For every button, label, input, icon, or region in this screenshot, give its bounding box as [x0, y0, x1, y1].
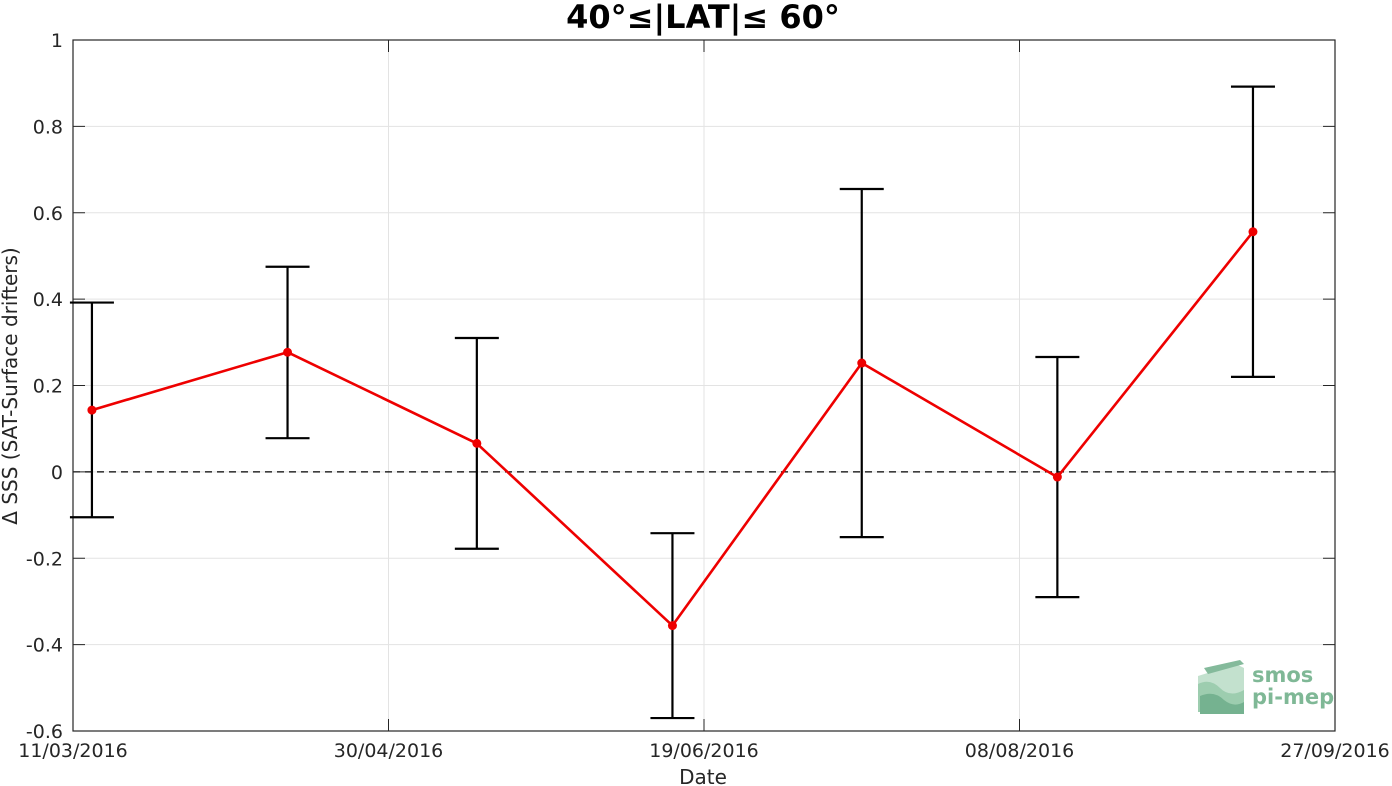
data-point: [283, 347, 293, 357]
y-tick-label: -0.6: [26, 721, 63, 743]
grid-lines: [73, 40, 1335, 731]
x-tick-label: 27/09/2016: [1280, 740, 1390, 762]
y-tick-label: 1: [51, 30, 63, 52]
tick-marks: [72, 39, 1336, 732]
y-tick-label: -0.4: [26, 635, 63, 657]
y-tick-label: 0.6: [33, 203, 63, 225]
smos-pi-mep-logo: smos pi-mep: [1198, 660, 1334, 714]
y-tick-label: 0.2: [33, 376, 63, 398]
tick-labels: 1 0.8 0.6 0.4 0.2 0 -0.2 -0.4 -0.611/03/2016 30/0…: [18, 30, 1390, 762]
data-point: [667, 621, 677, 631]
data-point: [87, 405, 97, 415]
y-tick-label: 0.4: [33, 289, 63, 311]
logo-text-smos: smos: [1252, 663, 1313, 687]
x-axis-title: Date: [679, 765, 727, 786]
data-series: [87, 227, 1258, 631]
x-tick-label: 30/04/2016: [334, 740, 444, 762]
data-point: [1052, 472, 1062, 482]
y-tick-label: 0.8: [33, 116, 63, 138]
y-axis-title: Δ SSS (SAT-Surface drifters): [0, 247, 22, 524]
y-tick-label: 0: [51, 462, 63, 484]
x-tick-label: 19/06/2016: [649, 740, 759, 762]
logo-text-pi-mep: pi-mep: [1252, 685, 1334, 709]
data-point: [1248, 227, 1258, 237]
y-tick-label: -0.2: [26, 548, 63, 570]
data-point: [472, 438, 482, 448]
smos-pi-mep-logo-icon: [1198, 660, 1244, 714]
x-tick-label: 08/08/2016: [965, 740, 1075, 762]
data-point: [857, 358, 867, 368]
chart-title: 40°≤|LAT|≤ 60°: [566, 0, 840, 37]
x-tick-label: 11/03/2016: [18, 740, 128, 762]
